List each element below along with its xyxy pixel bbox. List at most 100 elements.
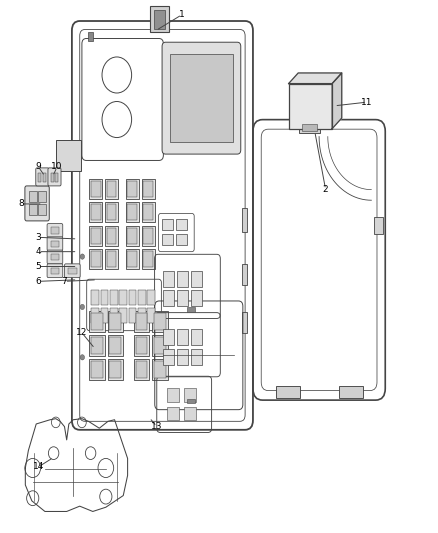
Bar — [91, 251, 101, 267]
Bar — [91, 337, 103, 354]
Bar — [289, 84, 332, 128]
Text: 8: 8 — [18, 199, 24, 208]
Bar — [138, 309, 145, 323]
Bar — [154, 11, 165, 29]
Bar — [163, 271, 174, 287]
Bar — [374, 217, 383, 234]
Bar — [108, 311, 123, 332]
Bar — [136, 313, 148, 329]
Bar — [162, 233, 173, 245]
Bar — [127, 251, 138, 267]
FancyBboxPatch shape — [47, 264, 63, 278]
Bar — [143, 251, 153, 267]
Bar — [143, 228, 153, 244]
Bar — [176, 219, 187, 230]
Bar — [108, 359, 123, 381]
Bar — [163, 290, 174, 306]
Bar — [110, 309, 118, 323]
Bar — [339, 386, 363, 398]
Polygon shape — [332, 73, 342, 128]
Bar — [91, 361, 103, 378]
Bar — [152, 335, 168, 356]
FancyBboxPatch shape — [47, 250, 63, 264]
Bar — [91, 313, 103, 329]
Bar — [89, 359, 105, 381]
Bar — [154, 337, 166, 354]
Bar — [120, 290, 127, 305]
Bar — [147, 290, 155, 305]
Text: 10: 10 — [51, 163, 63, 171]
Bar — [154, 361, 166, 378]
Text: 13: 13 — [151, 422, 162, 431]
Bar — [127, 204, 138, 221]
Bar — [276, 386, 300, 398]
Bar — [147, 309, 155, 323]
Bar — [89, 225, 102, 246]
Circle shape — [80, 304, 85, 310]
Bar — [29, 191, 37, 202]
Bar — [184, 389, 196, 402]
Bar — [242, 312, 247, 333]
Bar — [101, 309, 109, 323]
Bar — [134, 311, 149, 332]
Text: 2: 2 — [323, 185, 328, 194]
Bar — [242, 264, 247, 285]
Bar — [55, 173, 58, 182]
Circle shape — [80, 254, 85, 259]
Bar — [106, 251, 117, 267]
Bar — [141, 203, 155, 222]
Bar — [177, 349, 188, 365]
Bar — [129, 290, 136, 305]
Bar — [152, 359, 168, 381]
Text: 11: 11 — [361, 98, 373, 107]
Bar — [108, 335, 123, 356]
Bar — [191, 329, 202, 345]
Bar — [184, 407, 196, 420]
Bar — [110, 361, 121, 378]
Bar — [91, 228, 101, 244]
FancyBboxPatch shape — [25, 186, 49, 221]
Bar — [191, 349, 202, 365]
Bar — [176, 233, 187, 245]
Bar — [136, 337, 148, 354]
Bar — [143, 204, 153, 221]
Bar — [177, 271, 188, 287]
Bar — [106, 181, 117, 197]
Bar — [50, 227, 59, 233]
Bar — [89, 311, 105, 332]
Bar — [167, 389, 179, 402]
Bar — [39, 191, 46, 202]
Bar — [149, 6, 169, 31]
Bar — [92, 290, 99, 305]
Bar — [89, 335, 105, 356]
Bar — [162, 219, 173, 230]
FancyBboxPatch shape — [48, 168, 61, 186]
Bar — [101, 290, 109, 305]
Bar — [187, 399, 195, 403]
Bar — [39, 205, 46, 215]
Bar — [68, 268, 77, 274]
Bar — [302, 124, 317, 131]
Bar — [177, 329, 188, 345]
Bar — [191, 290, 202, 306]
Bar — [105, 249, 118, 269]
Bar — [110, 337, 121, 354]
Bar — [134, 335, 149, 356]
Bar — [50, 254, 59, 260]
Bar — [105, 203, 118, 222]
Bar — [136, 361, 148, 378]
Text: 5: 5 — [35, 262, 41, 271]
Bar — [50, 268, 59, 274]
Bar — [126, 225, 139, 246]
Text: 6: 6 — [35, 277, 41, 286]
Bar — [141, 225, 155, 246]
Bar — [89, 249, 102, 269]
Text: 4: 4 — [35, 247, 41, 256]
Bar — [126, 203, 139, 222]
Bar — [126, 179, 139, 199]
Bar — [167, 407, 179, 420]
Bar — [89, 203, 102, 222]
Bar — [110, 313, 121, 329]
Text: 1: 1 — [179, 10, 185, 19]
Bar — [170, 54, 233, 142]
